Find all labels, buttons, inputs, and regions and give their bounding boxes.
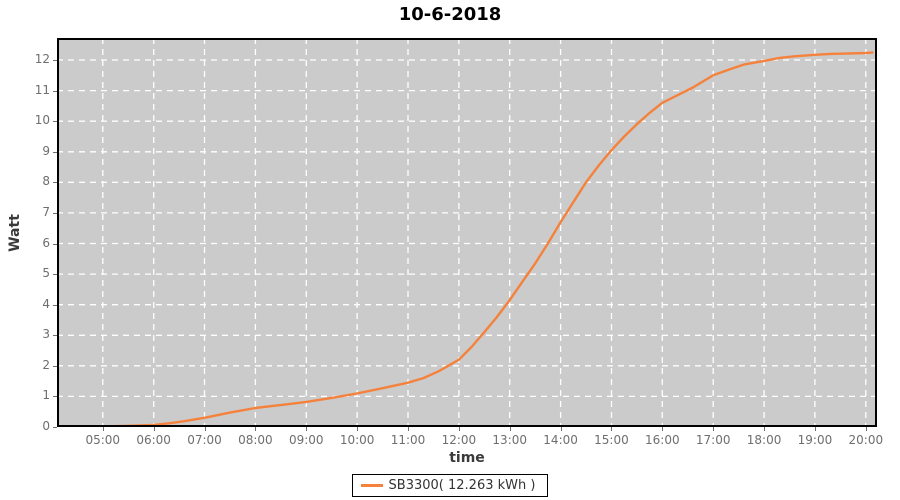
plot-svg <box>57 38 877 427</box>
x-tick-mark <box>458 427 460 431</box>
y-tick-mark <box>53 182 57 184</box>
x-tick-mark <box>509 427 511 431</box>
x-tick-mark <box>153 427 155 431</box>
x-tick-mark <box>255 427 257 431</box>
legend-box: SB3300( 12.263 kWh ) <box>351 474 549 497</box>
x-tick-label: 13:00 <box>492 433 528 447</box>
x-axis-label: time <box>449 450 485 466</box>
y-tick-mark <box>53 396 57 398</box>
x-tick-mark <box>560 427 562 431</box>
y-tick-label: 9 <box>42 143 50 158</box>
series-line <box>62 51 874 427</box>
legend-label: SB3300( 12.263 kWh ) <box>388 478 536 493</box>
y-tick-mark <box>53 304 57 306</box>
x-tick-label: 20:00 <box>848 433 884 447</box>
y-tick-label: 10 <box>34 113 50 128</box>
x-tick-mark <box>204 427 206 431</box>
y-tick-mark <box>53 243 57 245</box>
y-tick-mark <box>53 151 57 153</box>
x-tick-mark <box>306 427 308 431</box>
x-tick-label: 12:00 <box>441 433 477 447</box>
chart-title: 10-6-2018 <box>398 4 502 25</box>
y-tick-mark <box>53 427 57 428</box>
y-tick-label: 0 <box>42 419 50 433</box>
y-tick-label: 6 <box>42 235 50 250</box>
y-tick-mark <box>53 90 57 92</box>
y-tick-mark <box>53 274 57 276</box>
y-tick-label: 2 <box>42 357 50 372</box>
y-tick-label: 7 <box>42 204 50 219</box>
y-tick-label: 3 <box>42 327 50 342</box>
y-tick-mark <box>53 60 57 62</box>
x-tick-label: 15:00 <box>594 433 629 447</box>
x-tick-mark <box>611 427 613 431</box>
y-tick-label: 5 <box>42 266 50 281</box>
x-tick-mark <box>102 427 104 431</box>
legend-line-swatch <box>360 484 383 487</box>
x-tick-label: 17:00 <box>695 433 731 447</box>
x-tick-label: 11:00 <box>390 433 426 447</box>
plot-border <box>57 38 877 427</box>
x-tick-mark <box>357 427 359 431</box>
x-tick-mark <box>407 427 409 431</box>
x-tick-label: 14:00 <box>543 433 578 447</box>
x-tick-mark <box>662 427 664 431</box>
x-tick-mark <box>713 427 715 431</box>
x-tick-label: 08:00 <box>238 433 273 447</box>
x-tick-label: 07:00 <box>187 433 222 447</box>
x-tick-mark <box>814 427 816 431</box>
y-tick-label: 11 <box>34 82 50 97</box>
x-tick-label: 19:00 <box>797 433 833 447</box>
x-tick-mark <box>865 427 867 431</box>
x-tick-label: 18:00 <box>746 433 782 447</box>
x-tick-label: 16:00 <box>645 433 680 447</box>
y-tick-mark <box>53 212 57 214</box>
y-tick-mark <box>53 121 57 123</box>
y-tick-label: 12 <box>34 52 50 67</box>
plot-area <box>57 38 877 427</box>
y-tick-label: 8 <box>42 174 50 189</box>
x-tick-label: 09:00 <box>288 433 324 447</box>
x-tick-mark <box>764 427 766 431</box>
y-tick-mark <box>53 335 57 337</box>
y-tick-mark <box>53 365 57 367</box>
legend: SB3300( 12.263 kWh ) <box>0 474 900 497</box>
x-tick-label: 05:00 <box>85 433 121 447</box>
y-tick-label: 1 <box>42 388 50 403</box>
x-tick-label: 10:00 <box>339 433 375 447</box>
x-tick-label: 06:00 <box>136 433 171 447</box>
y-tick-label: 4 <box>42 296 50 311</box>
